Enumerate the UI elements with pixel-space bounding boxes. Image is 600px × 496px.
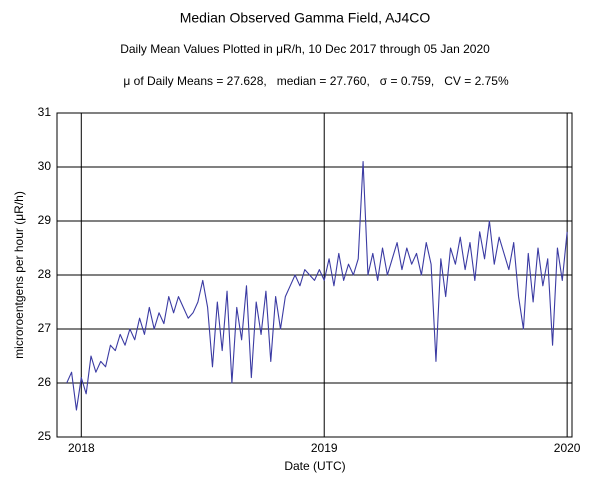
y-tick-label: 30 <box>38 159 52 173</box>
x-tick-label: 2020 <box>554 441 581 455</box>
y-tick-label: 28 <box>38 267 52 281</box>
chart-title: Median Observed Gamma Field, AJ4CO <box>180 10 431 26</box>
y-tick-label: 26 <box>38 375 52 389</box>
y-tick-label: 29 <box>38 213 52 227</box>
y-axis-label: microroentgens per hour (μR/h) <box>12 191 26 359</box>
y-tick-label: 25 <box>38 429 52 443</box>
y-tick-label: 31 <box>38 105 52 119</box>
x-axis-label: Date (UTC) <box>284 459 345 473</box>
x-tick-label: 2019 <box>311 441 338 455</box>
y-tick-label: 27 <box>38 321 52 335</box>
x-tick-label: 2018 <box>68 441 95 455</box>
chart-subtitle: Daily Mean Values Plotted in μR/h, 10 De… <box>120 42 490 56</box>
data-line <box>66 161 568 411</box>
stats-annotation: μ of Daily Means = 27.628, median = 27.7… <box>123 74 509 88</box>
